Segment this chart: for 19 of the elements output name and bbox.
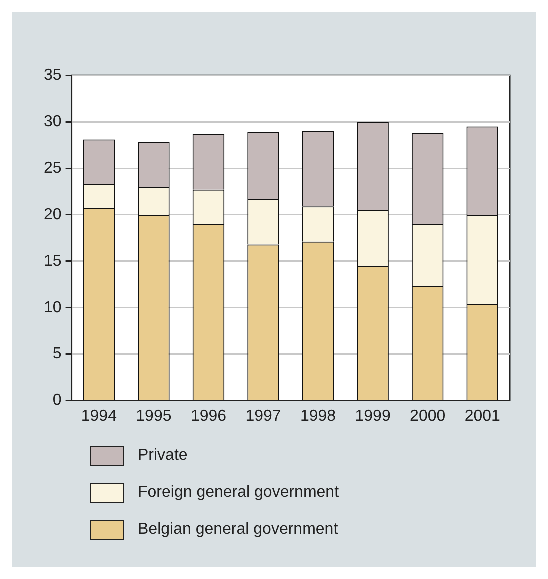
legend-label: Belgian general government (138, 520, 338, 538)
x-tick-label: 1997 (246, 408, 282, 425)
y-tick-label: 30 (44, 113, 62, 130)
x-tick-label: 1996 (190, 408, 227, 425)
x-tick-label: 1995 (136, 408, 172, 425)
x-tick-label: 2000 (410, 408, 446, 425)
y-tick-label: 0 (52, 392, 62, 410)
y-tick-label: 5 (52, 346, 62, 363)
y-tick-label: 15 (44, 252, 62, 270)
y-tick-label: 35 (44, 67, 62, 84)
y-tick-label: 20 (44, 206, 62, 224)
y-tick-label: 10 (44, 299, 62, 316)
legend-label: Private (138, 446, 188, 464)
y-tick-label: 25 (44, 160, 62, 177)
x-tick-label: 1999 (355, 408, 391, 425)
x-tick-label: 2001 (464, 408, 501, 425)
legend-label: Foreign general government (138, 484, 340, 502)
x-tick-label: 1998 (300, 408, 336, 425)
x-tick-label: 1994 (81, 408, 118, 425)
